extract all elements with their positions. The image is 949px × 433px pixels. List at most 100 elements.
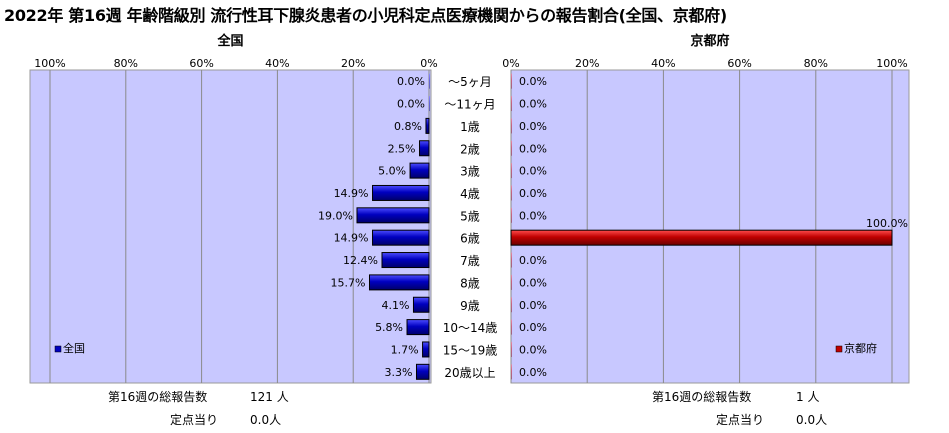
national-data-label: 5.0% [378,165,406,178]
national-bar [419,140,430,157]
national-data-label: 3.3% [385,366,413,379]
national-bar [422,341,430,358]
kyoto-tick-label: 60% [727,57,751,70]
national-data-label: 15.7% [331,276,366,289]
national-data-label: 1.7% [391,343,419,356]
age-category-label: 6歳 [460,232,480,246]
kyoto-data-label: 0.0% [519,165,547,178]
kyoto-data-label: 0.0% [519,187,547,200]
national-data-label: 12.4% [343,254,378,267]
national-data-label: 0.8% [394,120,422,133]
kyoto-bar [511,319,512,335]
age-category-label: 10～14歳 [443,321,498,335]
kyoto-bar [511,96,512,112]
kyoto-bar [511,341,512,357]
age-category-label: 1歳 [460,120,480,134]
national-bar [429,96,430,112]
kyoto-per-value: 0.0人 [796,413,828,427]
kyoto-panel-title: 京都府 [690,33,729,49]
kyoto-data-label: 0.0% [519,276,547,289]
national-tick-label: 0% [420,57,437,70]
kyoto-bar [511,118,512,134]
national-data-label: 19.0% [318,209,353,222]
chart-title: 2022年 第16週 年齢階級別 流行性耳下腺炎患者の小児科定点医療機関からの報… [4,6,727,25]
kyoto-bar [511,163,512,179]
kyoto-bar [510,229,893,246]
national-bar [412,296,430,313]
national-tick-label: 100% [34,57,65,70]
kyoto-tick-label: 80% [804,57,828,70]
national-legend-label: 全国 [63,341,85,355]
national-tick-label: 40% [265,57,289,70]
kyoto-data-label: 0.0% [519,120,547,133]
age-category-label: 8歳 [460,276,480,290]
national-legend-swatch [54,345,62,353]
age-category-label: 4歳 [460,187,480,201]
kyoto-bar [511,73,512,89]
age-category-label: 5歳 [460,209,480,223]
national-per-label: 定点当り [170,413,219,427]
national-total-label: 第16週の総報告数 [108,390,208,404]
national-tick-label: 60% [189,57,213,70]
national-bar [425,117,430,134]
kyoto-data-label: 0.0% [519,299,547,312]
kyoto-tick-label: 20% [575,57,599,70]
kyoto-data-label: 0.0% [519,142,547,155]
kyoto-bar [511,252,512,268]
kyoto-bar [511,274,512,290]
age-category-label: 3歳 [460,165,480,179]
age-category-label: ～11ヶ月 [444,98,495,112]
national-bar [429,73,430,89]
national-data-label: 0.0% [397,75,425,88]
kyoto-bar [511,207,512,223]
national-bar [406,319,430,336]
national-bar [409,162,430,179]
national-data-label: 14.9% [334,187,369,200]
age-category-label: 7歳 [460,254,480,268]
kyoto-data-label: 0.0% [519,254,547,267]
kyoto-tick-label: 100% [876,57,907,70]
national-data-label: 2.5% [388,142,416,155]
kyoto-data-label: 0.0% [519,75,547,88]
age-category-label: ～5ヶ月 [448,75,492,89]
age-category-label: 15～19歳 [443,343,498,357]
kyoto-legend-swatch [835,345,843,353]
kyoto-total-value: 1 人 [796,390,820,404]
national-data-label: 4.1% [382,299,410,312]
kyoto-data-label: 0.0% [519,321,547,334]
kyoto-data-label: 0.0% [519,366,547,379]
national-tick-label: 80% [114,57,138,70]
age-category-label: 2歳 [460,142,480,156]
national-bar [415,363,430,380]
kyoto-data-label: 0.0% [519,209,547,222]
national-data-label: 14.9% [334,232,369,245]
kyoto-bar [511,140,512,156]
kyoto-bar [511,364,512,380]
national-bar [372,229,430,246]
kyoto-bar [511,185,512,201]
national-bar [368,274,430,291]
national-panel-title: 全国 [216,33,243,49]
national-total-value: 121 人 [250,390,289,404]
national-plot-area [29,69,432,384]
age-category-label: 20歳以上 [444,366,495,380]
kyoto-data-label: 0.0% [519,98,547,111]
age-category-label: 9歳 [460,299,480,313]
kyoto-tick-label: 40% [651,57,675,70]
kyoto-data-label: 0.0% [519,343,547,356]
national-bar [372,184,430,201]
kyoto-total-label: 第16週の総報告数 [652,390,752,404]
national-data-label: 5.8% [375,321,403,334]
kyoto-data-label: 100.0% [866,217,908,230]
national-data-label: 0.0% [397,98,425,111]
kyoto-legend-label: 京都府 [844,341,877,355]
national-bar [381,252,430,269]
national-bar [356,207,430,224]
kyoto-plot-area [510,69,910,384]
national-per-value: 0.0人 [250,413,282,427]
kyoto-bar [511,297,512,313]
kyoto-per-label: 定点当り [716,413,765,427]
kyoto-tick-label: 0% [502,57,519,70]
national-tick-label: 20% [341,57,365,70]
